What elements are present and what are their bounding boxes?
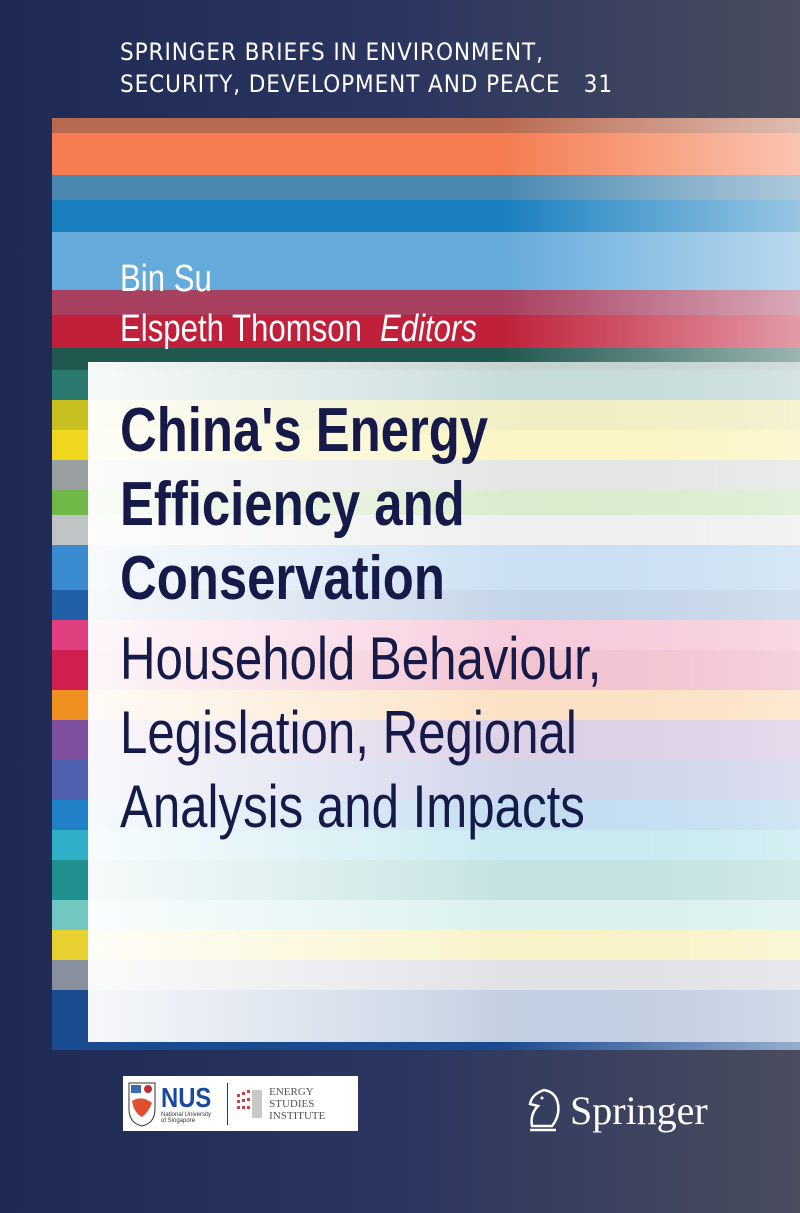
nus-text: NUS [161,1081,212,1113]
esi-text-3: INSTITUTE [269,1109,326,1122]
subtitle-line-1: Household Behaviour, [120,625,602,692]
title-line-3: Conservation [120,544,445,613]
springer-horse-icon [528,1088,560,1132]
title-panel [88,362,800,1042]
logo-divider [227,1082,229,1125]
color-stripe [52,290,800,315]
color-stripe [52,200,800,232]
title-line-1: China's Energy [120,396,489,465]
editor-1: Bin Su [120,258,212,300]
book-title: China's Energy Efficiency and Conservati… [120,394,488,616]
nus-esi-logo: NUS National University of Singapore ENE… [123,1076,358,1131]
editor-2: Elspeth Thomson Editors [120,308,477,351]
esi-grid-icon [237,1089,263,1118]
series-line-1: SPRINGER BRIEFS IN ENVIRONMENT, [120,38,544,66]
esi-text-2: STUDIES [269,1097,315,1110]
nus-subtext-1: National University [161,1111,212,1118]
subtitle-line-2: Legislation, Regional [120,699,577,766]
esi-text-1: ENERGY [269,1085,314,1098]
color-stripe [52,315,800,348]
series-line-2: SECURITY, DEVELOPMENT AND PEACE [120,70,561,98]
nus-subtext-2: of Singapore [161,1117,196,1124]
series-number: 31 [583,70,613,98]
book-subtitle: Household Behaviour, Legislation, Region… [120,622,601,844]
color-stripe [52,232,800,290]
color-stripe [52,133,800,175]
publisher-name: Springer [570,1087,708,1133]
springer-logo: Springer [520,1086,708,1134]
nus-crest-icon [128,1082,156,1127]
series-title: SPRINGER BRIEFS IN ENVIRONMENT, SECURITY… [120,36,613,100]
color-stripe [52,175,800,200]
editors-label: Editors [379,308,477,350]
title-line-2: Efficiency and [120,470,465,539]
subtitle-line-3: Analysis and Impacts [120,773,585,840]
editor-2-name: Elspeth Thomson [120,308,362,350]
color-stripe [52,118,800,133]
